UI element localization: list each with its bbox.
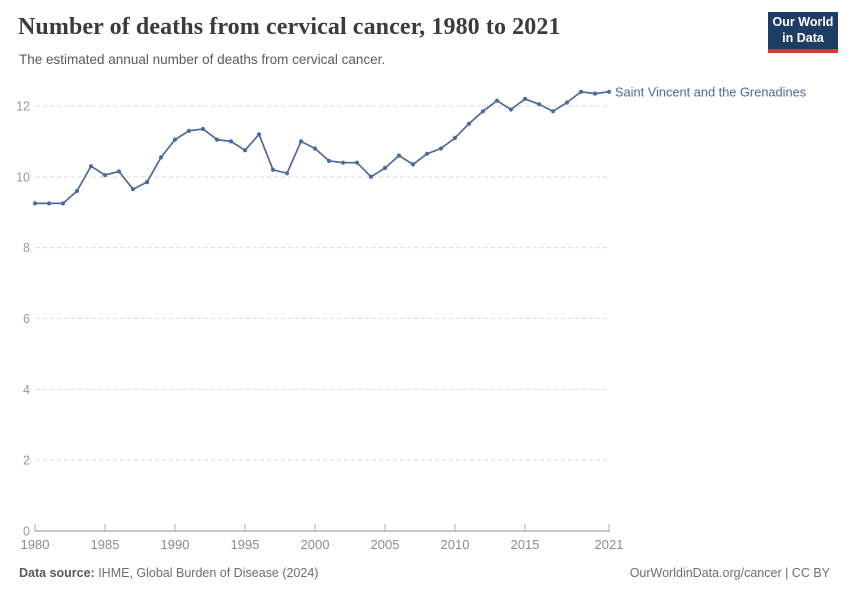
data-point-marker bbox=[564, 100, 570, 105]
data-point-marker bbox=[228, 139, 234, 144]
chart-title: Number of deaths from cervical cancer, 1… bbox=[18, 14, 561, 40]
data-point-marker bbox=[368, 174, 374, 179]
data-point-marker bbox=[242, 148, 248, 153]
x-tick-label: 2015 bbox=[511, 537, 540, 552]
data-point-marker bbox=[536, 102, 542, 107]
data-point-marker bbox=[606, 89, 612, 94]
owid-logo-line2: in Data bbox=[782, 30, 824, 45]
data-point-marker bbox=[312, 146, 318, 151]
data-point-marker bbox=[592, 91, 598, 96]
x-tick-label: 1980 bbox=[21, 537, 50, 552]
data-point-marker bbox=[382, 165, 388, 171]
x-tick-label: 1985 bbox=[91, 537, 120, 552]
data-point-marker bbox=[116, 169, 122, 174]
data-point-marker bbox=[578, 89, 584, 94]
data-point-marker bbox=[270, 167, 276, 172]
data-point-marker bbox=[46, 201, 52, 206]
data-source-text: IHME, Global Burden of Disease (2024) bbox=[94, 566, 319, 580]
x-tick-label: 2010 bbox=[441, 537, 470, 552]
x-tick-label: 2005 bbox=[371, 537, 400, 552]
data-point-marker bbox=[144, 180, 150, 185]
data-point-marker bbox=[424, 151, 430, 156]
data-point-marker bbox=[354, 160, 360, 165]
y-gridlines bbox=[36, 105, 610, 461]
data-point-marker bbox=[200, 126, 206, 132]
data-point-marker bbox=[32, 201, 38, 206]
data-point-marker bbox=[452, 135, 458, 140]
data-point-marker bbox=[74, 188, 80, 194]
chart-subtitle: The estimated annual number of deaths fr… bbox=[19, 52, 386, 67]
data-source-label: Data source: bbox=[19, 566, 95, 580]
y-tick-label: 4 bbox=[23, 383, 30, 397]
y-axis-tick-labels: 0 2 4 6 8 10 12 bbox=[16, 100, 30, 539]
data-point-marker bbox=[284, 171, 290, 176]
data-point-marker bbox=[60, 201, 66, 206]
data-point-marker bbox=[102, 173, 108, 178]
data-source-note: Data source: IHME, Global Burden of Dise… bbox=[19, 566, 318, 580]
data-point-marker bbox=[130, 187, 136, 192]
data-point-marker bbox=[494, 98, 500, 103]
y-tick-label: 12 bbox=[16, 100, 30, 114]
data-point-marker bbox=[466, 121, 472, 126]
data-point-marker bbox=[158, 155, 164, 160]
data-point-marker bbox=[186, 128, 192, 133]
x-tick-label: 2021 bbox=[595, 537, 624, 552]
data-point-marker bbox=[438, 146, 444, 151]
data-point-marker bbox=[214, 137, 220, 142]
data-point-marker bbox=[298, 139, 304, 144]
y-tick-label: 0 bbox=[23, 525, 30, 539]
data-point-marker bbox=[88, 164, 94, 169]
data-point-marker bbox=[410, 162, 416, 167]
data-point-marker bbox=[396, 153, 402, 158]
data-point-marker bbox=[256, 132, 262, 137]
line-chart-canvas: 0 2 4 6 8 10 12 1980 1985 1990 1995 2000 2005 2010 201… bbox=[16, 84, 806, 552]
data-point-marker bbox=[340, 160, 346, 165]
chart-footer: Data source: IHME, Global Burden of Dise… bbox=[0, 566, 850, 580]
series-markers bbox=[32, 89, 612, 206]
x-tick-label: 1995 bbox=[231, 537, 260, 552]
series-line bbox=[34, 90, 610, 205]
owid-logo[interactable]: Our World in Data bbox=[768, 12, 838, 53]
data-point-marker bbox=[550, 109, 556, 114]
y-tick-label: 2 bbox=[23, 454, 30, 468]
owid-logo-line1: Our World bbox=[772, 15, 834, 30]
y-tick-label: 8 bbox=[23, 241, 30, 255]
data-point-marker bbox=[326, 158, 332, 163]
series-label: Saint Vincent and the Grenadines bbox=[615, 84, 806, 99]
data-point-marker bbox=[172, 137, 178, 142]
x-tick-label: 1990 bbox=[161, 537, 190, 552]
x-tick-label: 2000 bbox=[301, 537, 330, 552]
y-tick-label: 6 bbox=[23, 312, 30, 326]
data-point-marker bbox=[508, 107, 514, 112]
y-tick-label: 10 bbox=[16, 170, 30, 184]
data-point-marker bbox=[522, 96, 528, 101]
footer-license-link[interactable]: OurWorldinData.org/cancer | CC BY bbox=[629, 566, 830, 580]
data-point-marker bbox=[480, 109, 486, 114]
x-axis bbox=[34, 524, 610, 532]
x-axis-tick-labels: 1980 1985 1990 1995 2000 2005 2010 2015 2021 bbox=[21, 537, 624, 552]
